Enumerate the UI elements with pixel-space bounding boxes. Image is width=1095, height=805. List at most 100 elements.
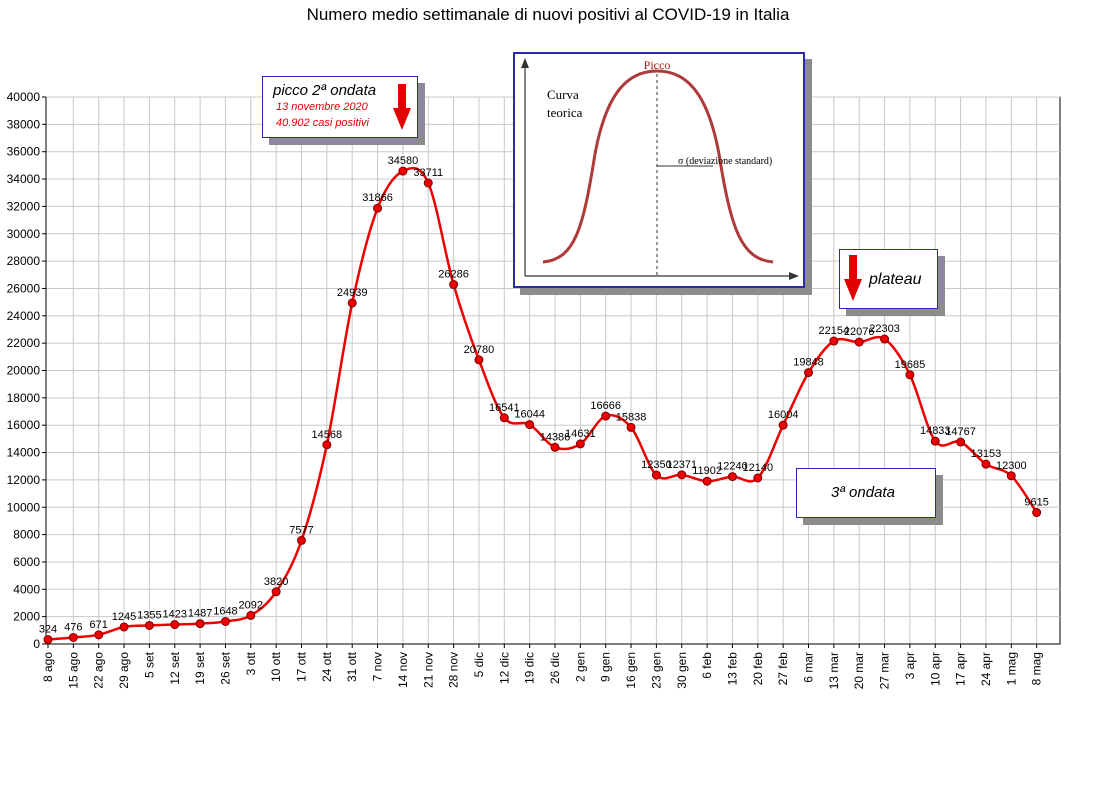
data-label: 1648 — [213, 605, 237, 617]
data-point — [829, 336, 839, 346]
data-point — [119, 622, 129, 632]
x-tick-label: 21 nov — [421, 652, 435, 688]
inset-y-axis-arrow — [521, 58, 529, 68]
data-point — [854, 337, 864, 347]
data-label: 22076 — [844, 326, 875, 338]
data-label: 16044 — [514, 409, 545, 421]
data-label: 20780 — [464, 344, 495, 356]
data-label: 1487 — [188, 608, 212, 620]
axes — [45, 97, 1060, 645]
data-label: 3820 — [264, 576, 288, 588]
data-point — [449, 280, 459, 290]
x-tick-label: 26 dic — [548, 652, 562, 684]
third-wave-label: 3ª ondata — [831, 484, 895, 501]
y-tick-label: 18000 — [7, 391, 41, 405]
x-tick-label: 27 feb — [776, 652, 790, 686]
peak-annotation-date: 13 novembre 2020 — [276, 101, 368, 113]
grid — [45, 96, 1061, 645]
data-label: 7577 — [289, 524, 313, 536]
data-label: 14631 — [565, 428, 596, 440]
x-tick-label: 12 set — [168, 651, 182, 684]
y-tick-label: 4000 — [13, 582, 40, 596]
third-wave-annotation-box: 3ª ondata — [796, 468, 936, 518]
y-tick-label: 20000 — [7, 364, 41, 378]
bell-curve — [542, 69, 774, 264]
data-point — [727, 472, 737, 482]
x-tick-label: 1 mag — [1004, 652, 1018, 685]
data-label: 12300 — [996, 460, 1027, 472]
data-point — [626, 422, 636, 432]
plateau-label: plateau — [869, 271, 922, 288]
data-label: 19848 — [793, 357, 824, 369]
data-label: 2092 — [239, 599, 263, 611]
x-axis-ticks: 8 ago 15 ago 22 ago 29 ago 5 set 12 set 19 set… — [41, 644, 1044, 689]
x-tick-label: 20 feb — [751, 652, 765, 686]
data-point — [220, 616, 230, 626]
x-tick-label: 8 mag — [1030, 652, 1044, 685]
data-point — [398, 166, 408, 176]
data-label: 1245 — [112, 611, 136, 623]
data-point — [525, 420, 535, 430]
x-tick-label: 19 set — [193, 651, 207, 684]
data-point — [550, 442, 560, 452]
data-label: 13153 — [971, 448, 1002, 460]
data-point — [702, 476, 712, 486]
data-point — [930, 436, 940, 446]
inset-curve-label-1: Curva — [547, 87, 579, 102]
x-tick-label: 14 nov — [396, 652, 410, 688]
x-tick-label: 26 set — [218, 651, 232, 684]
theoretical-curve-diagram: Picco Curva teorica σ (deviazione standa… — [521, 58, 799, 280]
y-tick-label: 34000 — [7, 172, 41, 186]
data-label: 15838 — [616, 411, 647, 423]
data-point — [144, 620, 154, 630]
data-point — [956, 437, 966, 447]
plateau-annotation-box: plateau — [839, 249, 938, 309]
data-point — [195, 619, 205, 629]
data-label: 1355 — [137, 609, 161, 621]
data-point — [601, 411, 611, 421]
y-tick-label: 8000 — [13, 528, 40, 542]
x-tick-label: 29 ago — [117, 652, 131, 689]
x-tick-label: 28 nov — [447, 652, 461, 688]
data-label: 16541 — [489, 402, 520, 414]
x-tick-label: 12 dic — [497, 652, 511, 684]
y-tick-label: 32000 — [7, 199, 41, 213]
data-point — [575, 439, 585, 449]
data-point — [43, 635, 53, 645]
data-point — [474, 355, 484, 365]
x-tick-label: 5 set — [142, 651, 156, 678]
data-label: 11902 — [692, 465, 722, 477]
x-tick-label: 30 gen — [675, 652, 689, 689]
x-tick-label: 19 dic — [523, 652, 537, 684]
x-tick-label: 17 apr — [954, 652, 968, 686]
data-point — [271, 587, 281, 597]
theoretical-curve-inset: Picco Curva teorica σ (deviazione standa… — [513, 52, 805, 288]
x-tick-label: 31 ott — [345, 651, 359, 682]
data-point — [651, 470, 661, 480]
data-label: 476 — [64, 621, 82, 633]
y-tick-label: 28000 — [7, 254, 41, 268]
data-label: 1423 — [163, 609, 187, 621]
data-point — [170, 620, 180, 630]
data-label: 12371 — [666, 459, 697, 471]
data-label: 24939 — [337, 287, 368, 299]
x-tick-label: 3 ott — [244, 651, 258, 675]
x-tick-label: 6 feb — [700, 652, 714, 679]
x-tick-label: 27 mar — [878, 652, 892, 689]
y-tick-label: 40000 — [7, 90, 41, 104]
y-tick-label: 6000 — [13, 555, 40, 569]
x-tick-label: 24 ott — [320, 651, 334, 682]
inset-peak-label: Picco — [644, 58, 671, 72]
data-label: 16004 — [768, 409, 799, 421]
y-tick-label: 14000 — [7, 446, 41, 460]
data-label: 19685 — [895, 359, 926, 371]
data-points — [43, 166, 1042, 645]
x-tick-label: 6 mar — [802, 652, 816, 683]
data-point — [297, 535, 306, 545]
x-tick-label: 8 ago — [41, 652, 55, 682]
data-point — [1006, 471, 1016, 481]
y-tick-label: 12000 — [7, 473, 41, 487]
y-tick-label: 10000 — [7, 500, 41, 514]
x-tick-label: 16 gen — [624, 652, 638, 689]
y-axis-ticks: 0 2000 4000 6000 8000 10000 12000 14000 16000 180… — [7, 90, 46, 651]
